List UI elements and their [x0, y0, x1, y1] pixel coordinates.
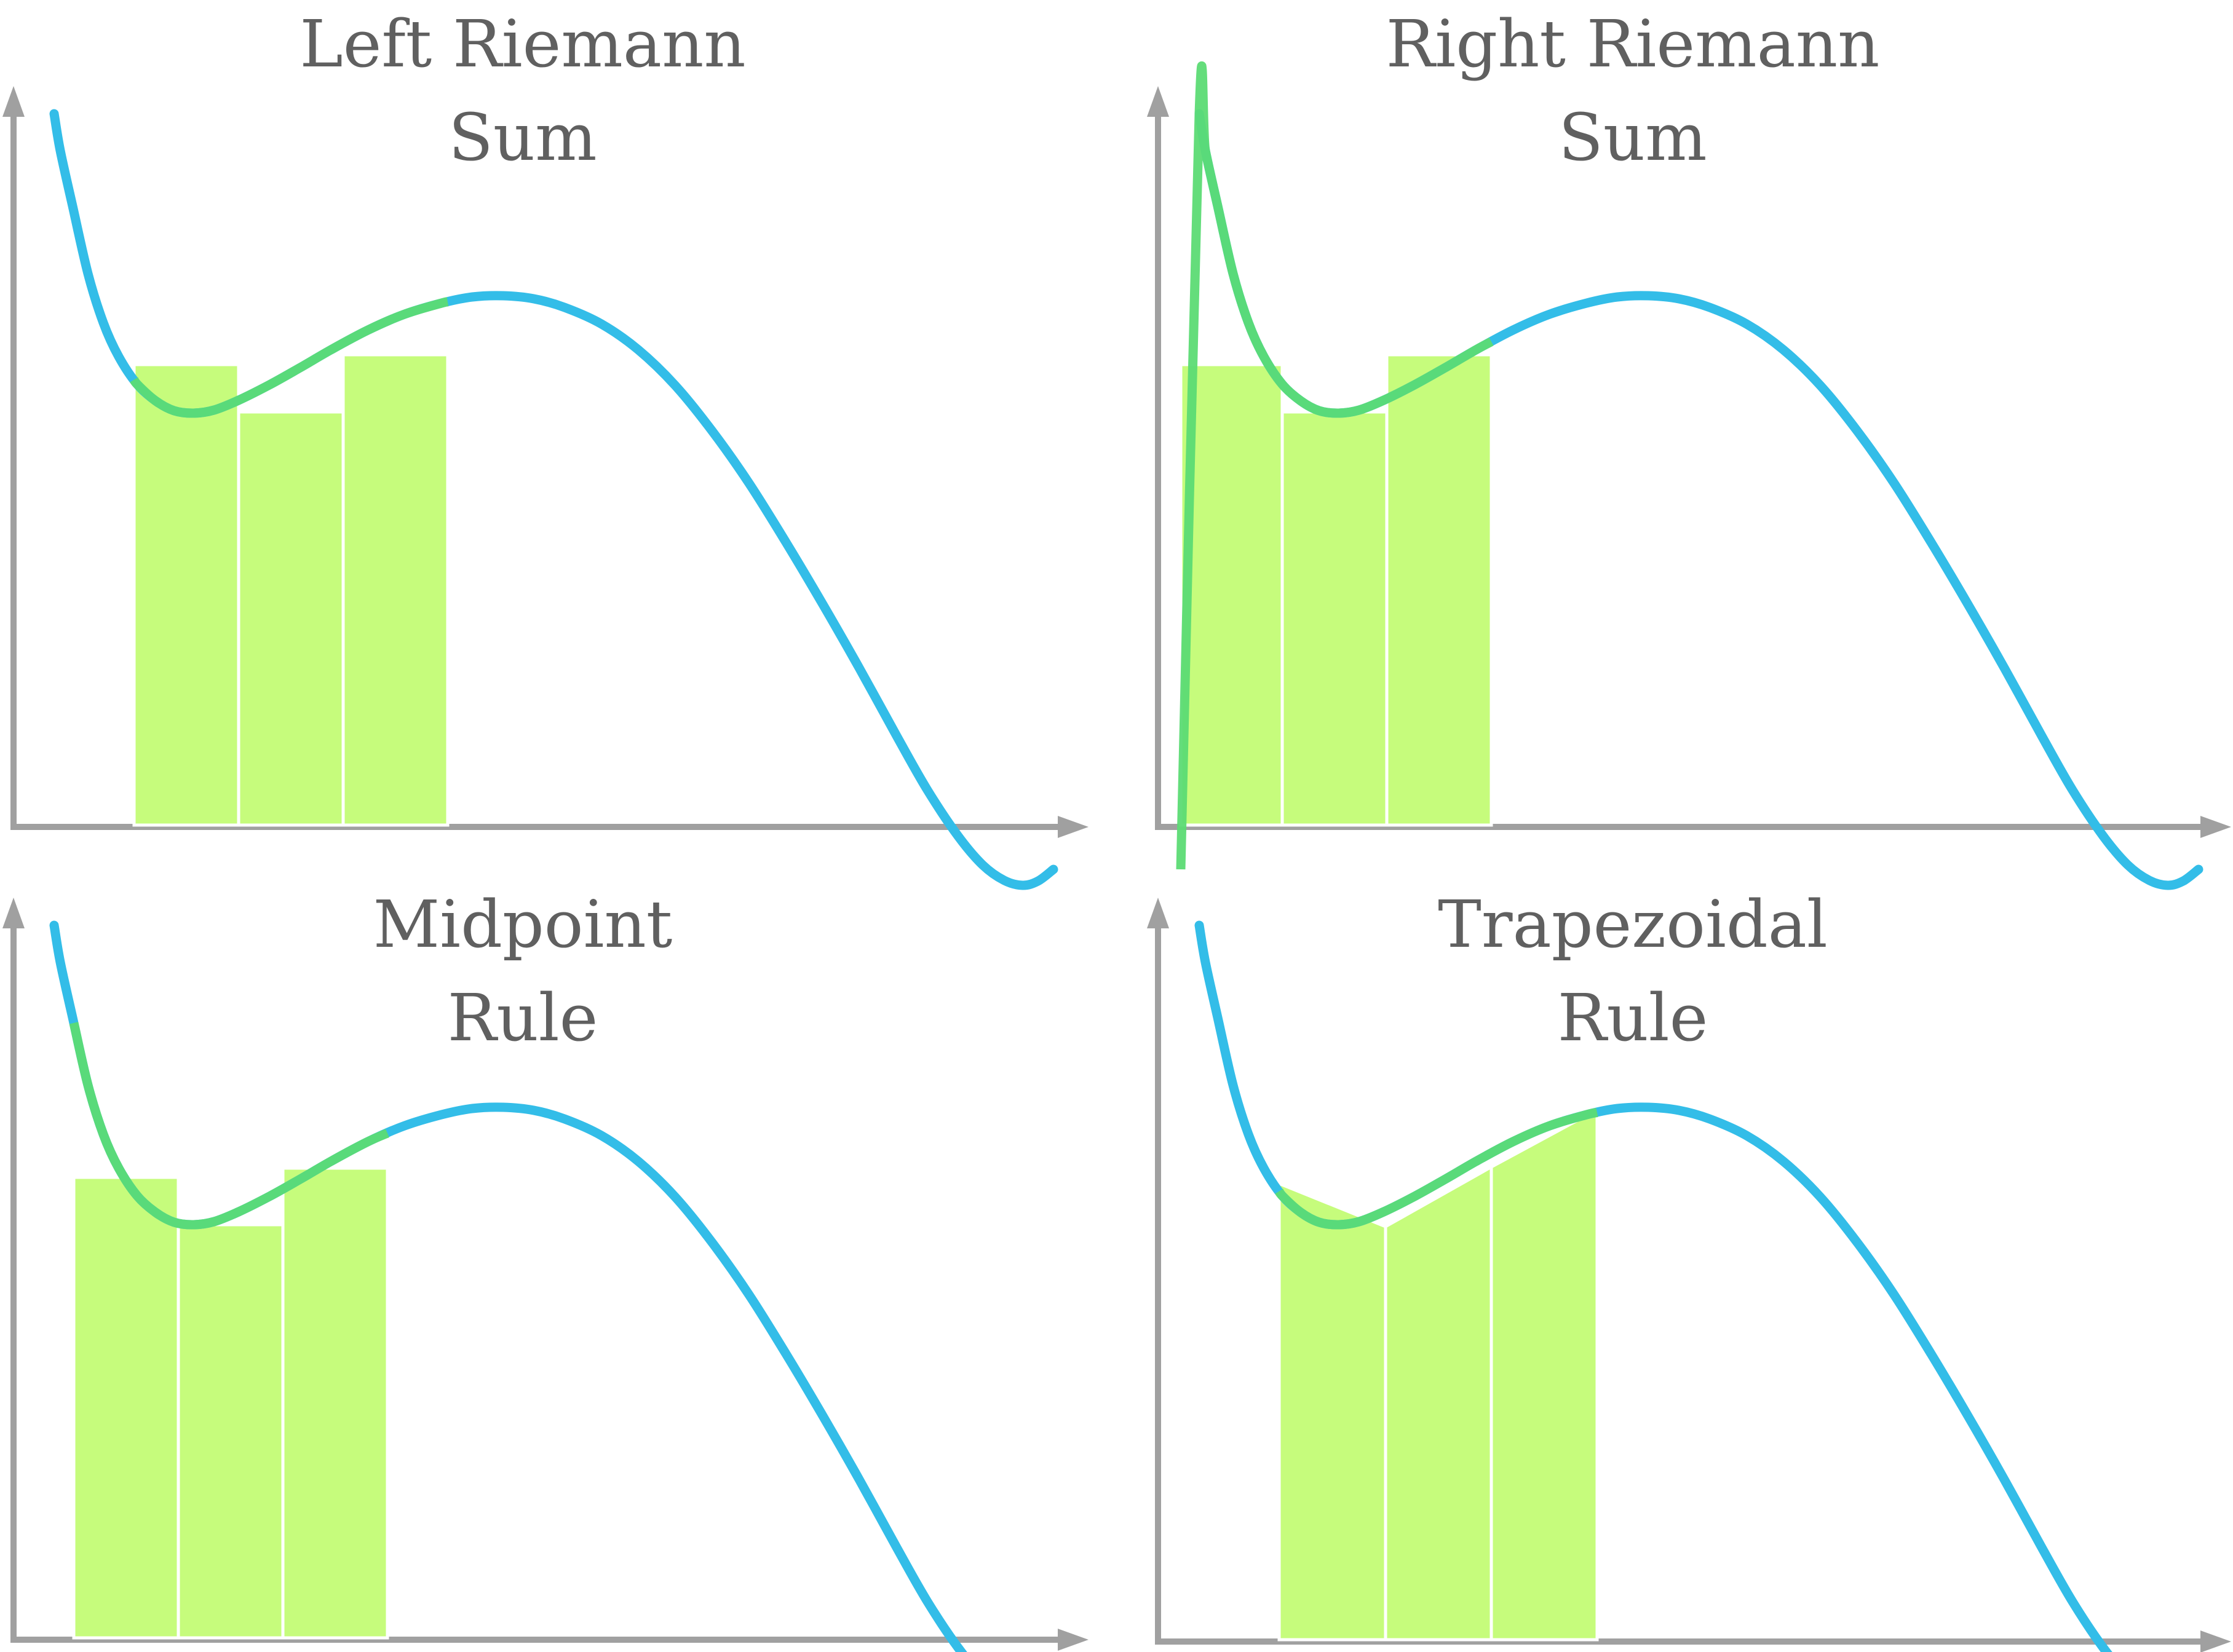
rectangle-3 [341, 353, 450, 827]
curve-overlap [69, 1022, 389, 1230]
panel-title-line-1: Trapezoidal [1438, 887, 1828, 962]
panel-left-riemann: Left Riemann Sum [2, 6, 1089, 890]
trapezoid-3 [1489, 1107, 1599, 1642]
x-axis-arrow [2200, 816, 2231, 838]
rectangle-2 [1280, 410, 1389, 827]
rectangle-2 [237, 410, 345, 827]
rectangle-3 [1385, 353, 1493, 827]
panel-trapezoidal-rule: Trapezoidal Rule [1147, 887, 2231, 1652]
x-axis-arrow [1058, 1629, 1089, 1651]
panel-title-line-2: Sum [1558, 100, 1707, 175]
panel-right-riemann: Right Riemann Sum [1147, 6, 2231, 890]
rectangle-1 [1179, 363, 1284, 827]
panel-title-line-2: Sum [448, 100, 597, 175]
panel-title-line-1: Left Riemann [299, 6, 745, 82]
rectangle-1 [72, 1176, 180, 1640]
curve-overlap [1176, 61, 1494, 870]
y-axis-arrow [2, 898, 25, 928]
rectangle-3 [281, 1166, 389, 1640]
panel-title-line-2: Rule [1558, 980, 1708, 1056]
curve-overlap [129, 297, 450, 418]
rectangle-2 [176, 1223, 285, 1640]
y-axis-arrow [1147, 898, 1169, 928]
panel-title-line-1: Right Riemann [1386, 6, 1880, 82]
rectangle-1 [132, 363, 240, 827]
x-axis-arrow [2200, 1630, 2231, 1652]
curve-overlap [1274, 1108, 1598, 1230]
panel-title-line-1: Midpoint [373, 887, 673, 962]
trapezoid-1 [1277, 1181, 1387, 1642]
x-axis-arrow [1058, 816, 1089, 838]
y-axis-arrow [2, 86, 25, 117]
y-axis-arrow [1147, 86, 1169, 117]
trapezoid-2 [1384, 1164, 1493, 1642]
panel-title-line-2: Rule [448, 980, 598, 1056]
panel-midpoint-rule: Midpoint Rule [2, 887, 1089, 1652]
